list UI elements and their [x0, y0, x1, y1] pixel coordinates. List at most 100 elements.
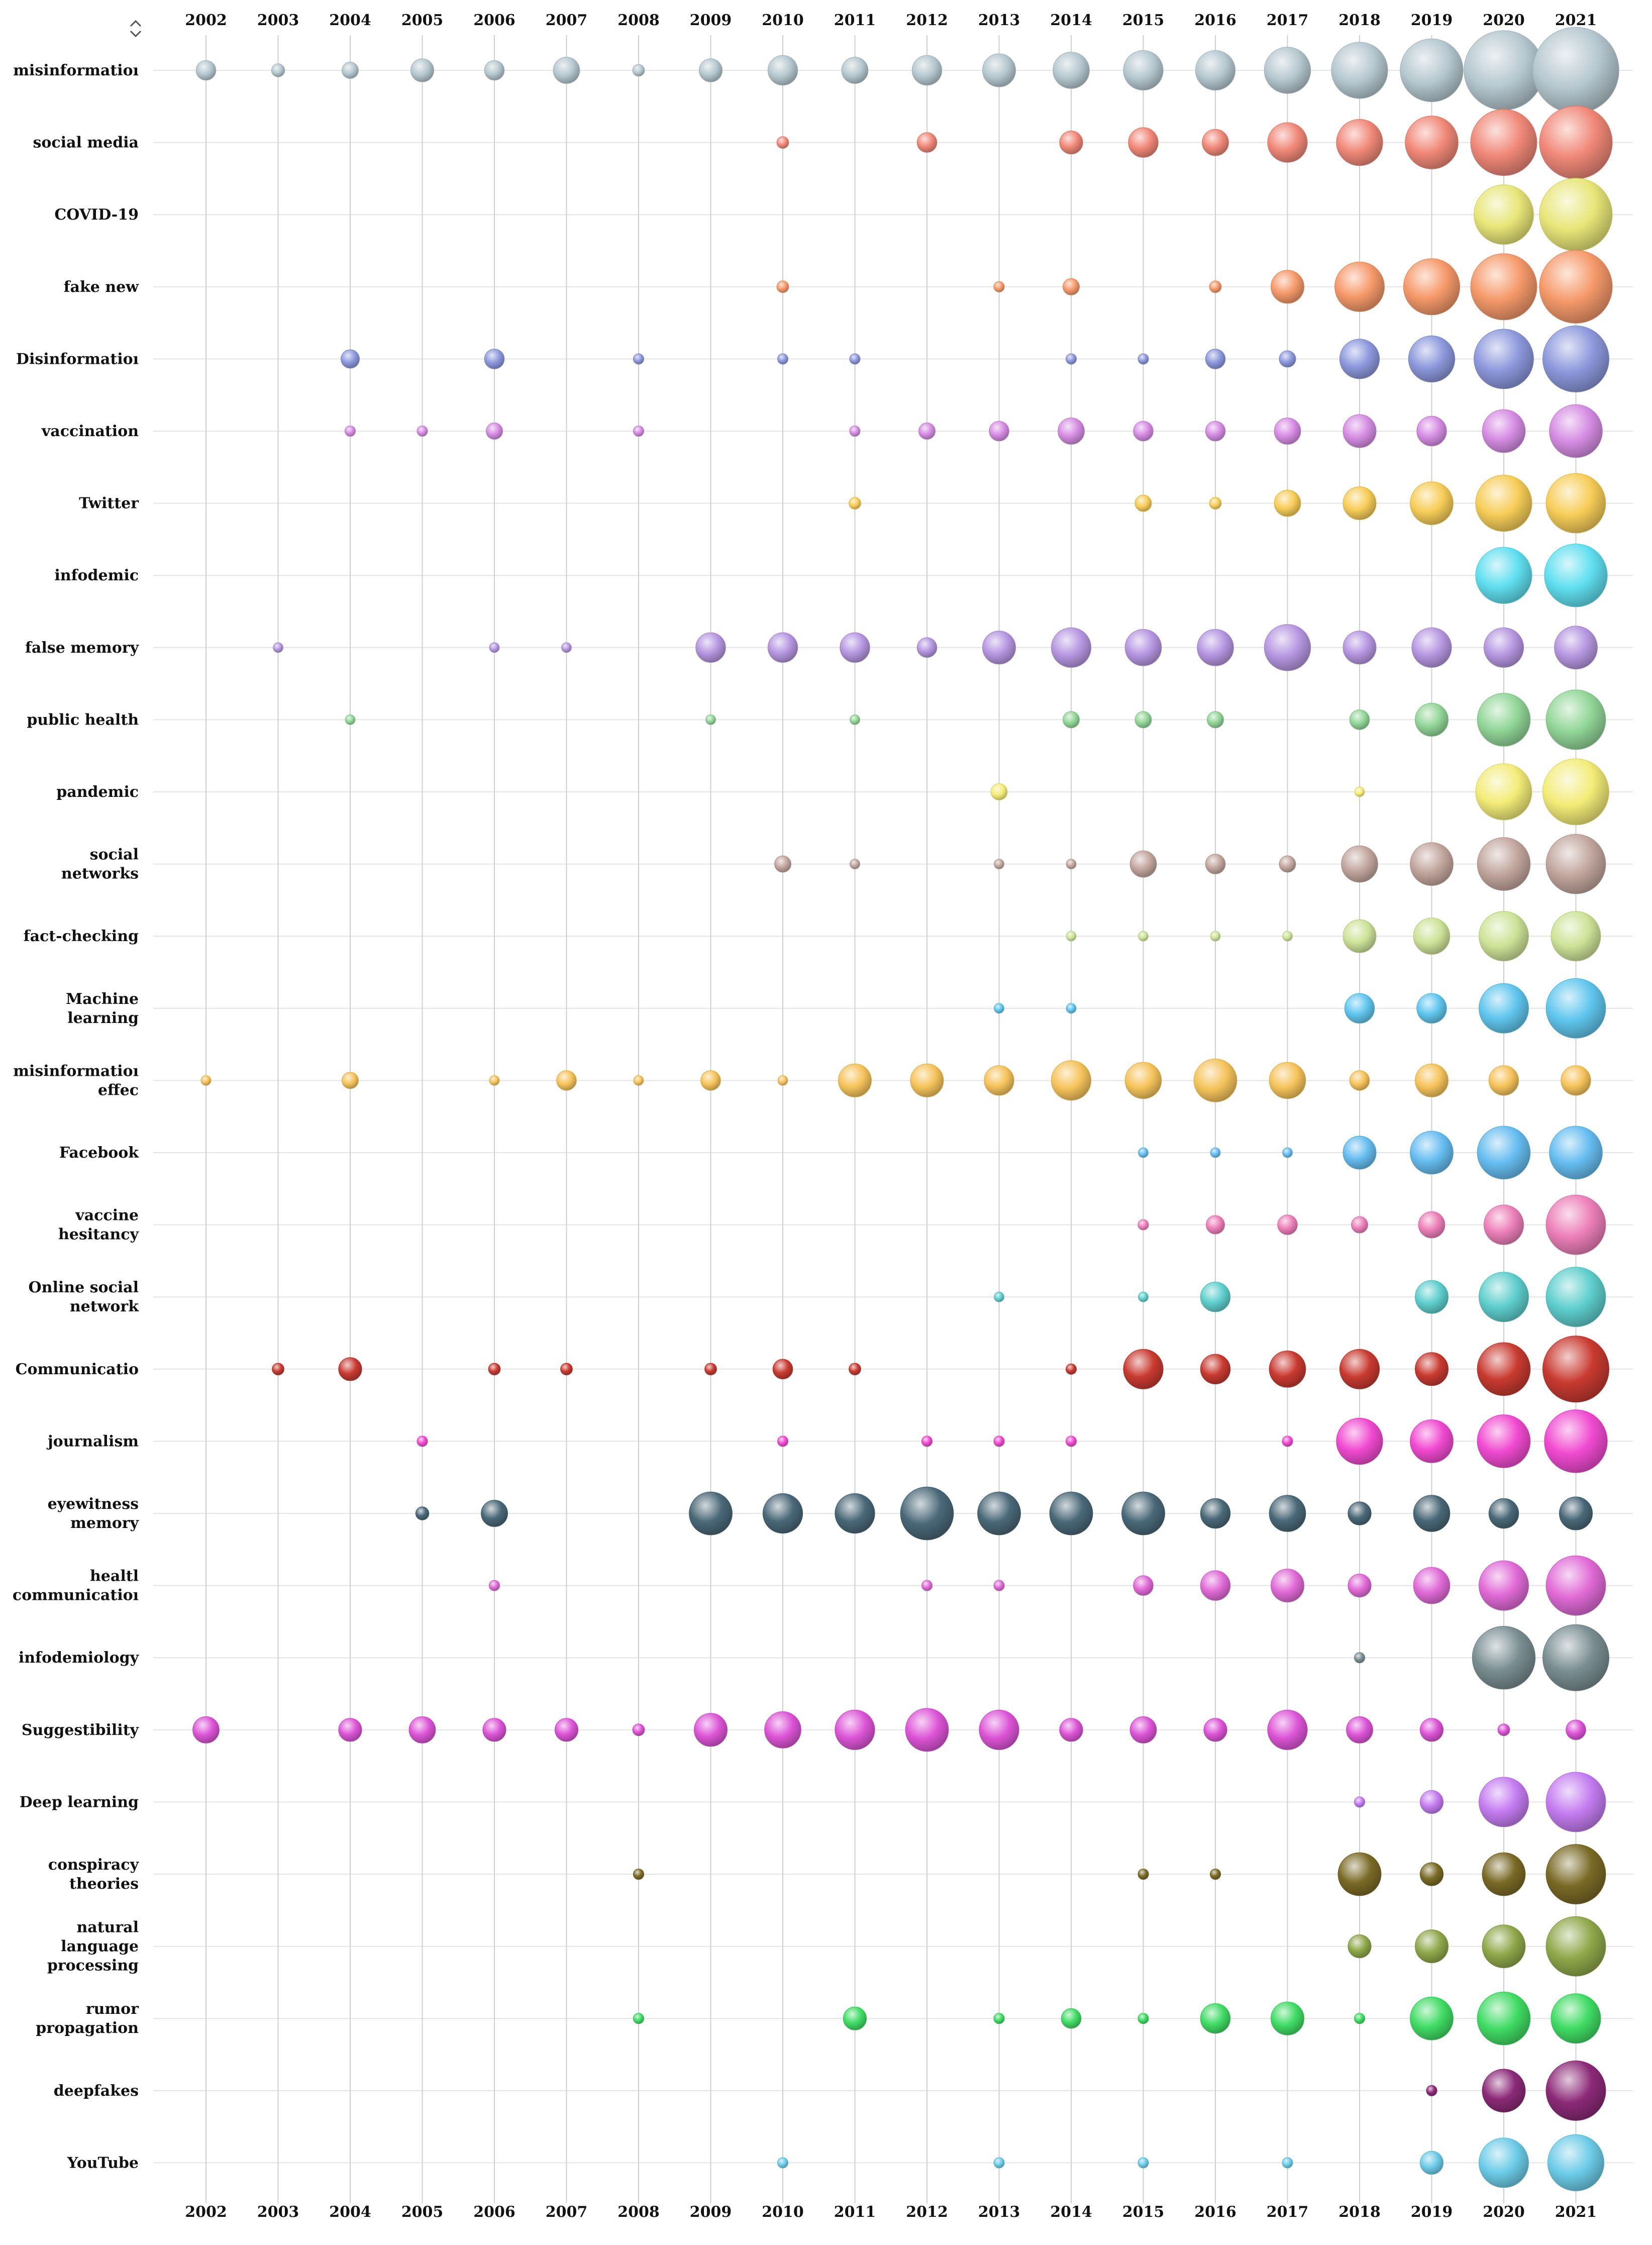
keyword-bubble[interactable]	[200, 1075, 212, 1086]
keyword-bubble[interactable]	[1354, 1796, 1366, 1808]
keyword-bubble[interactable]	[918, 423, 936, 440]
keyword-bubble[interactable]	[993, 281, 1005, 292]
keyword-bubble[interactable]	[1059, 131, 1083, 155]
keyword-bubble[interactable]	[911, 55, 943, 86]
keyword-bubble[interactable]	[1341, 845, 1378, 883]
keyword-bubble[interactable]	[1413, 917, 1451, 955]
keyword-bubble[interactable]	[1339, 1349, 1380, 1389]
keyword-bubble[interactable]	[1408, 335, 1456, 383]
keyword-bubble[interactable]	[1063, 278, 1080, 295]
keyword-bubble[interactable]	[689, 1491, 733, 1536]
keyword-bubble[interactable]	[1267, 122, 1308, 163]
keyword-bubble[interactable]	[338, 1718, 362, 1742]
keyword-bubble[interactable]	[1279, 855, 1296, 873]
keyword-bubble[interactable]	[1337, 1852, 1382, 1896]
keyword-bubble[interactable]	[1416, 993, 1447, 1024]
keyword-bubble[interactable]	[1210, 931, 1221, 942]
keyword-bubble[interactable]	[1066, 859, 1077, 869]
keyword-bubble[interactable]	[1271, 270, 1304, 304]
keyword-bubble[interactable]	[1348, 1934, 1372, 1959]
keyword-bubble[interactable]	[1415, 1280, 1449, 1314]
keyword-bubble[interactable]	[1123, 50, 1164, 91]
keyword-bubble[interactable]	[1269, 1062, 1306, 1099]
keyword-bubble[interactable]	[1561, 1065, 1591, 1096]
keyword-bubble[interactable]	[272, 1363, 284, 1376]
keyword-bubble[interactable]	[1419, 1790, 1444, 1814]
keyword-bubble[interactable]	[1264, 624, 1311, 671]
keyword-bubble[interactable]	[1549, 404, 1603, 458]
keyword-bubble[interactable]	[1138, 1219, 1149, 1231]
keyword-bubble[interactable]	[843, 2006, 867, 2030]
keyword-bubble[interactable]	[1479, 911, 1529, 962]
keyword-bubble[interactable]	[835, 1493, 875, 1534]
keyword-bubble[interactable]	[838, 1063, 872, 1097]
keyword-bubble[interactable]	[1419, 1862, 1444, 1886]
keyword-bubble[interactable]	[1274, 489, 1301, 517]
keyword-bubble[interactable]	[994, 1003, 1004, 1014]
keyword-bubble[interactable]	[994, 859, 1004, 869]
keyword-bubble[interactable]	[1271, 2001, 1304, 2035]
keyword-bubble[interactable]	[1413, 1567, 1451, 1604]
keyword-bubble[interactable]	[1200, 1498, 1231, 1529]
keyword-bubble[interactable]	[1479, 983, 1529, 1034]
keyword-bubble[interactable]	[1479, 1777, 1529, 1827]
keyword-bubble[interactable]	[705, 715, 716, 725]
keyword-bubble[interactable]	[776, 136, 789, 149]
keyword-bubble[interactable]	[633, 1868, 645, 1880]
keyword-bubble[interactable]	[777, 353, 789, 365]
keyword-bubble[interactable]	[1274, 418, 1301, 445]
keyword-bubble[interactable]	[1410, 1996, 1454, 2040]
keyword-bubble[interactable]	[1269, 1351, 1306, 1388]
keyword-bubble[interactable]	[1479, 1272, 1529, 1322]
keyword-bubble[interactable]	[777, 1075, 788, 1086]
keyword-bubble[interactable]	[1354, 2013, 1366, 2024]
keyword-bubble[interactable]	[1542, 1624, 1609, 1691]
keyword-bubble[interactable]	[1336, 1417, 1383, 1465]
keyword-bubble[interactable]	[767, 632, 798, 663]
keyword-bubble[interactable]	[1551, 1993, 1601, 2044]
keyword-bubble[interactable]	[554, 1718, 579, 1742]
keyword-bubble[interactable]	[1058, 418, 1085, 445]
keyword-bubble[interactable]	[1279, 350, 1296, 368]
keyword-bubble[interactable]	[1475, 475, 1532, 532]
keyword-bubble[interactable]	[850, 715, 860, 725]
keyword-bubble[interactable]	[1343, 1136, 1377, 1170]
keyword-bubble[interactable]	[1277, 1214, 1298, 1235]
keyword-bubble[interactable]	[560, 1363, 573, 1376]
keyword-bubble[interactable]	[993, 2157, 1005, 2169]
keyword-bubble[interactable]	[1559, 1496, 1593, 1530]
keyword-bubble[interactable]	[488, 1580, 500, 1591]
keyword-bubble[interactable]	[840, 632, 870, 663]
keyword-bubble[interactable]	[1343, 486, 1377, 521]
keyword-bubble[interactable]	[1209, 1868, 1221, 1880]
keyword-bubble[interactable]	[1197, 629, 1234, 666]
keyword-bubble[interactable]	[1138, 1291, 1149, 1302]
keyword-bubble[interactable]	[1200, 1282, 1231, 1312]
keyword-bubble[interactable]	[1138, 353, 1149, 365]
keyword-bubble[interactable]	[415, 1506, 430, 1520]
keyword-bubble[interactable]	[979, 1709, 1019, 1750]
keyword-bubble[interactable]	[484, 60, 505, 81]
keyword-bubble[interactable]	[1545, 1844, 1606, 1904]
keyword-bubble[interactable]	[1138, 931, 1149, 942]
keyword-bubble[interactable]	[1348, 1574, 1372, 1598]
keyword-bubble[interactable]	[1470, 109, 1537, 176]
keyword-bubble[interactable]	[1207, 711, 1224, 729]
keyword-bubble[interactable]	[1483, 627, 1524, 668]
keyword-bubble[interactable]	[1545, 978, 1606, 1039]
keyword-bubble[interactable]	[1482, 409, 1526, 453]
keyword-bubble[interactable]	[1545, 1267, 1606, 1328]
keyword-bubble[interactable]	[1475, 547, 1532, 604]
keyword-bubble[interactable]	[341, 349, 360, 369]
keyword-bubble[interactable]	[1061, 2008, 1082, 2029]
keyword-bubble[interactable]	[1051, 627, 1092, 668]
keyword-bubble[interactable]	[1205, 854, 1226, 874]
keyword-bubble[interactable]	[1532, 27, 1619, 114]
keyword-bubble[interactable]	[1200, 2003, 1231, 2034]
keyword-bubble[interactable]	[984, 1065, 1014, 1096]
keyword-bubble[interactable]	[982, 53, 1016, 87]
keyword-bubble[interactable]	[1344, 993, 1375, 1024]
keyword-bubble[interactable]	[195, 60, 217, 81]
keyword-bubble[interactable]	[1415, 1352, 1449, 1386]
keyword-bubble[interactable]	[633, 353, 645, 365]
